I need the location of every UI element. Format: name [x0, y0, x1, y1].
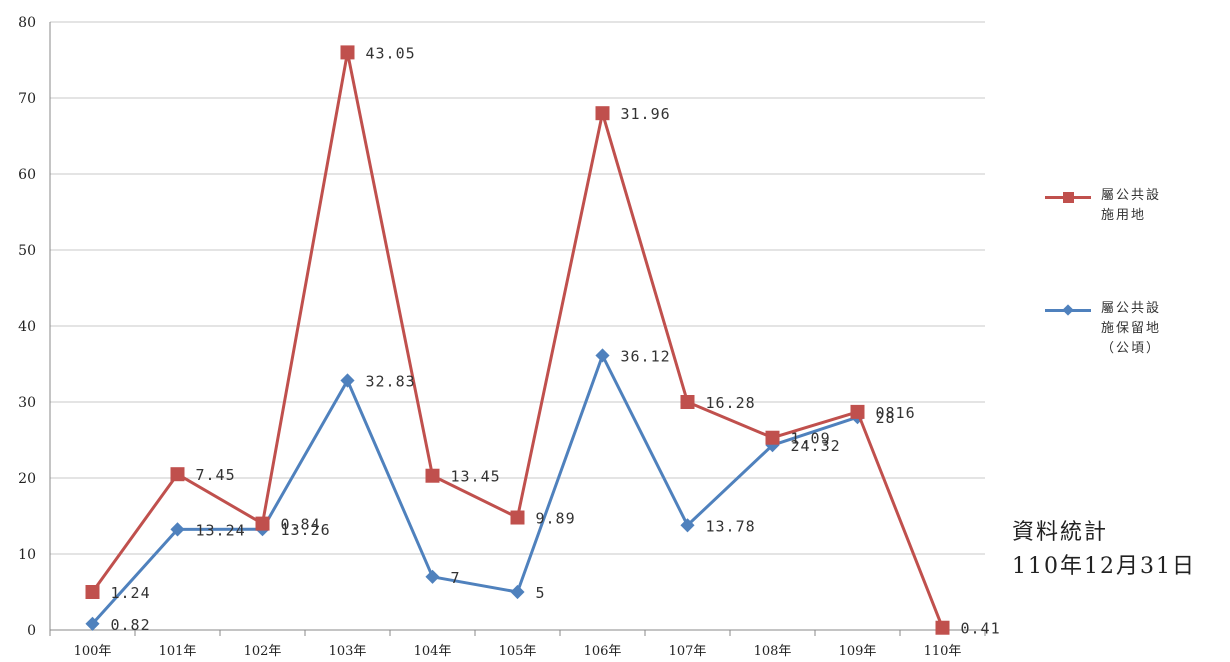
x-tick-label: 105年 — [499, 644, 537, 659]
data-point-square — [765, 430, 780, 445]
data-label: 0816 — [876, 404, 916, 422]
y-tick-label: 60 — [18, 167, 36, 183]
data-point-square — [850, 404, 865, 419]
legend-label-public-facility-reserved-land: 屬公共設 施保留地 （公頃） — [1101, 301, 1162, 356]
data-point-diamond — [680, 518, 695, 533]
data-point-square — [340, 45, 355, 60]
data-label: 5 — [536, 584, 546, 602]
data-point-diamond — [510, 584, 525, 600]
data-label: 1.09 — [791, 430, 831, 448]
data-label: 13.24 — [196, 521, 246, 539]
data-label: 0.82 — [111, 616, 151, 634]
data-label: 36.12 — [621, 347, 671, 365]
data-label: 43.05 — [366, 44, 416, 62]
data-point-diamond — [170, 522, 185, 537]
x-tick-label: 100年 — [74, 644, 112, 659]
data-point-square — [680, 395, 695, 409]
y-tick-label: 40 — [18, 319, 36, 335]
data-point-square — [255, 516, 270, 531]
y-tick-label: 20 — [18, 471, 36, 487]
data-point-diamond — [595, 348, 610, 363]
line-chart: 0 10 20 30 40 50 60 70 80 100年 101年 102年 103年 104年 105… — [18, 15, 1001, 659]
data-point-square — [170, 467, 185, 482]
data-label: 16.28 — [706, 394, 756, 412]
x-tick-label: 110年 — [924, 644, 962, 659]
legend-marker-diamond-icon — [1062, 304, 1074, 316]
series-line-reserved-land — [91, 353, 858, 625]
data-label: 32.83 — [366, 372, 416, 390]
x-tick-label: 106年 — [584, 644, 622, 659]
y-tick-label: 30 — [18, 395, 36, 411]
x-tick-label: 103年 — [329, 644, 367, 659]
data-label: 13.78 — [706, 517, 756, 535]
data-point-square — [510, 510, 525, 525]
data-label: 7 — [451, 569, 461, 587]
data-label: 1.24 — [111, 584, 151, 602]
y-tick-label: 70 — [18, 91, 36, 107]
x-tick-label: 109年 — [839, 644, 877, 659]
x-tick-label: 108年 — [754, 644, 792, 659]
data-label: 0.417 — [961, 620, 1001, 638]
data-point-square — [935, 620, 950, 635]
x-tick-label: 102年 — [244, 644, 282, 659]
data-label: 13.26 — [281, 521, 331, 539]
y-tick-label: 0 — [27, 623, 36, 639]
data-point-square — [425, 468, 440, 483]
data-label: 9.89 — [536, 510, 576, 528]
data-label: 13.45 — [451, 468, 501, 486]
data-point-square — [85, 585, 100, 599]
data-label: 31.96 — [621, 105, 671, 123]
series-line-public-facility-land — [91, 50, 944, 629]
data-point-diamond — [85, 616, 100, 631]
data-label: 24.32 — [791, 437, 841, 455]
data-date-note: 資料統計 110年12月31日 — [1012, 516, 1196, 584]
data-label: 0.84 — [281, 516, 321, 534]
legend-label-public-facility-land: 屬公共設 施用地 — [1101, 188, 1162, 223]
data-label: 28 — [876, 409, 896, 427]
data-point-diamond — [340, 373, 355, 388]
legend-marker-square-icon — [1063, 192, 1074, 203]
data-label: 7.45 — [196, 466, 236, 484]
x-tick-label: 104年 — [414, 644, 452, 659]
x-tick-label: 107年 — [669, 644, 707, 659]
note-line-1: 資料統計 — [1012, 520, 1109, 545]
y-tick-label: 10 — [18, 547, 36, 563]
data-point-square — [595, 106, 610, 121]
y-tick-label: 50 — [18, 243, 36, 259]
x-tick-label: 101年 — [159, 644, 197, 659]
note-line-2: 110年12月31日 — [1012, 554, 1196, 579]
y-tick-label: 80 — [18, 15, 36, 31]
data-point-diamond — [425, 569, 440, 584]
